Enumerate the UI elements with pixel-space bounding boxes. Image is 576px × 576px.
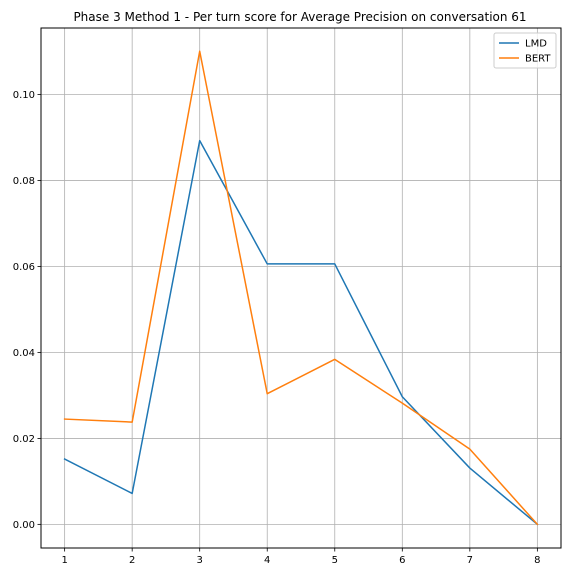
x-tick-label: 5	[332, 555, 338, 566]
series-lines	[63, 50, 539, 526]
y-tick-label: 0.08	[13, 176, 35, 187]
chart-title: Phase 3 Method 1 - Per turn score for Av…	[73, 10, 526, 24]
x-tick-label: 6	[399, 555, 405, 566]
y-tick-label: 0.04	[13, 348, 35, 359]
y-tick-label: 0.00	[13, 520, 35, 531]
x-tick-label: 8	[534, 555, 540, 566]
legend-box	[493, 32, 557, 69]
series-line-bert	[63, 50, 539, 526]
y-tick-label: 0.06	[13, 262, 35, 273]
axis-ticks: 1 2 3 4 5 6 7 8 0.00 0.02 0.04 0.06 0.08 0.10	[13, 90, 541, 566]
x-tick-label: 1	[61, 555, 67, 566]
y-tick-label: 0.02	[13, 434, 35, 445]
y-tick-label: 0.10	[13, 90, 35, 101]
legend-label: LMD	[525, 39, 547, 50]
x-tick-label: 3	[197, 555, 203, 566]
series-line-lmd	[63, 139, 539, 526]
plot-frame	[40, 27, 562, 549]
grid-lines	[41, 28, 561, 548]
x-tick-label: 7	[467, 555, 473, 566]
legend-label: BERT	[525, 54, 551, 65]
x-tick-label: 4	[264, 555, 270, 566]
x-tick-label: 2	[129, 555, 135, 566]
legend: LMD BERT	[493, 32, 557, 69]
